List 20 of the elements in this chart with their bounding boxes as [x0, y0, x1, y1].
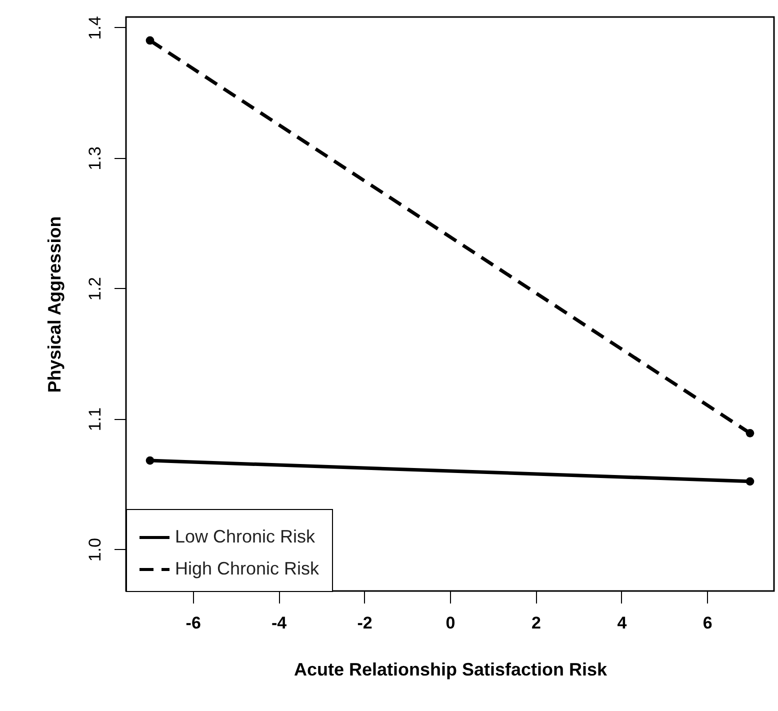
x-tick-label: 2	[531, 614, 541, 632]
x-tick-label: 4	[617, 614, 628, 632]
y-axis-title: Physical Aggression	[44, 216, 64, 393]
legend-label: High Chronic Risk	[175, 558, 320, 578]
y-tick-label: 1.4	[86, 16, 104, 40]
y-tick-label: 1.1	[86, 407, 104, 432]
x-axis-title: Acute Relationship Satisfaction Risk	[294, 660, 608, 680]
x-tick-label: -6	[186, 614, 201, 632]
x-tick-label: 6	[702, 614, 712, 632]
point	[146, 456, 154, 465]
y-tick-label: 1.2	[86, 277, 104, 301]
y-tick-label: 1.3	[86, 146, 104, 170]
x-tick-label: -2	[357, 614, 372, 632]
point	[746, 428, 754, 438]
legend-label: Low Chronic Risk	[175, 526, 316, 546]
x-tick-label: -4	[272, 614, 288, 632]
point	[746, 477, 754, 486]
point	[146, 36, 154, 45]
y-tick-label: 1.0	[86, 538, 104, 562]
x-tick-label: 0	[446, 614, 456, 632]
